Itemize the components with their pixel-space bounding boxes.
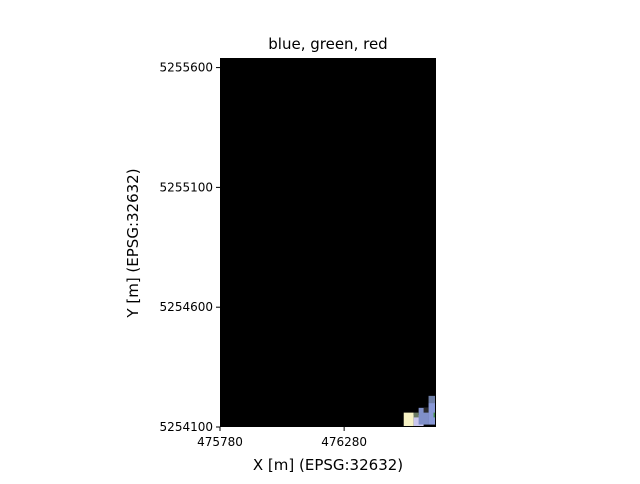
y-axis-label: Y [m] (EPSG:32632) [124,168,142,318]
raster-patch-6 [413,412,419,418]
y-tick-label: 5255600 [160,61,213,75]
raster-patch-4 [428,395,436,404]
chart-title: blue, green, red [268,35,387,53]
y-tick-label: 5255100 [160,180,213,194]
raster-patch-7 [423,407,429,413]
x-axis-label: X [m] (EPSG:32632) [253,456,403,474]
raster-patch-5 [433,412,436,418]
raster-patches [403,395,436,427]
plot-area [220,58,436,427]
y-axis-ticks: 5254100 5254600 5255100 5255600 [160,61,220,434]
x-tick-label: 476280 [321,435,367,449]
raster-patch-0 [403,412,414,427]
raster-patch-2 [418,407,429,425]
raster-patch-3 [428,403,436,425]
y-tick-label: 5254100 [160,420,213,434]
raster-background [220,58,436,427]
plot-frame [220,58,436,427]
x-tick-label: 475780 [197,435,243,449]
x-axis-ticks: 475780 476280 [197,427,367,449]
y-tick-label: 5254600 [160,300,213,314]
